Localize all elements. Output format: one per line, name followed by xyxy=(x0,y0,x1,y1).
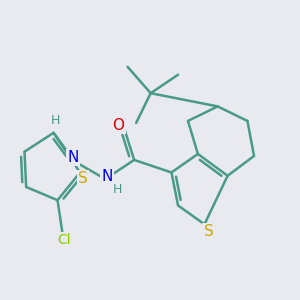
Text: O: O xyxy=(112,118,124,133)
Text: H: H xyxy=(112,183,122,196)
Text: Cl: Cl xyxy=(57,233,71,248)
Text: S: S xyxy=(78,171,88,186)
Text: N: N xyxy=(68,150,79,165)
Text: N: N xyxy=(101,169,113,184)
Text: H: H xyxy=(50,114,60,127)
Text: S: S xyxy=(204,224,213,239)
